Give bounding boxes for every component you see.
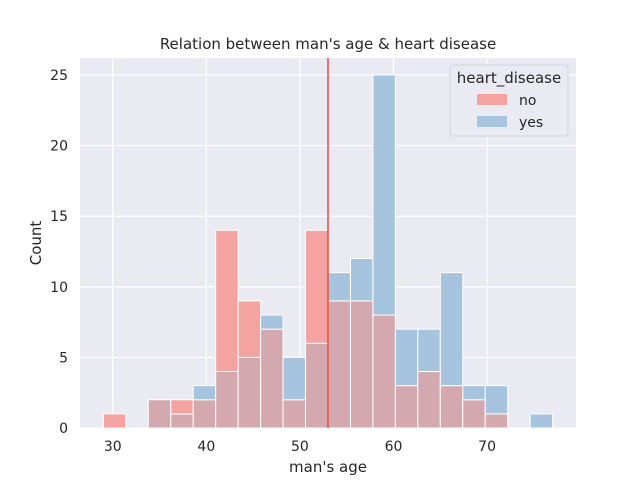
bar-overlap: [305, 342, 329, 429]
bar-overlap: [462, 399, 486, 429]
y-tick-label: 15: [50, 209, 68, 225]
bar-no: [305, 229, 329, 344]
chart-title: Relation between man's age & heart disea…: [160, 35, 496, 53]
bar-overlap: [170, 413, 194, 429]
bar-yes: [372, 74, 396, 316]
bar-yes: [327, 272, 351, 302]
bar-yes: [260, 314, 284, 330]
bar-yes: [484, 385, 509, 415]
x-tick-label: 30: [104, 439, 122, 455]
y-tick-label: 0: [59, 421, 68, 437]
x-tick-label: 50: [291, 439, 309, 455]
bar-overlap: [260, 328, 284, 429]
bar-overlap: [327, 300, 351, 429]
y-tick-label: 5: [59, 350, 68, 366]
bar-no: [237, 300, 262, 358]
bar-overlap: [147, 399, 172, 429]
x-tick-label: 60: [385, 439, 403, 455]
legend-title: heart_disease: [457, 69, 561, 88]
bar-overlap: [484, 413, 509, 429]
y-tick-label: 20: [50, 139, 68, 155]
bar-yes: [282, 356, 307, 401]
y-tick-label: 10: [50, 280, 68, 296]
x-axis-label: man's age: [289, 458, 367, 476]
bar-overlap: [394, 385, 419, 429]
legend: heart_disease no yes: [449, 64, 569, 137]
bar-overlap: [372, 314, 396, 429]
bars: [102, 74, 554, 429]
bar-overlap: [417, 371, 441, 429]
bar-yes: [417, 328, 441, 373]
bar-overlap: [349, 300, 374, 429]
tick-labels: 30 40 50 60 70 0 5 10 15 20 25: [50, 68, 496, 455]
bar-overlap: [215, 371, 239, 429]
bar-overlap: [439, 385, 464, 429]
bar-overlap: [237, 356, 262, 429]
x-tick-label: 40: [197, 439, 215, 455]
bar-yes: [439, 272, 464, 387]
bar-no: [102, 413, 127, 429]
bar-yes: [462, 385, 486, 401]
bar-overlap: [282, 399, 307, 429]
bar-overlap: [192, 399, 217, 429]
x-tick-label: 70: [478, 439, 496, 455]
bar-yes: [529, 413, 554, 429]
bar-no: [170, 399, 194, 415]
bar-yes: [394, 328, 419, 387]
legend-label-yes: yes: [519, 115, 543, 131]
y-axis-label: Count: [27, 221, 45, 266]
legend-label-no: no: [519, 93, 536, 109]
bar-yes: [192, 385, 217, 401]
bar-no: [215, 229, 239, 373]
bar-yes: [349, 258, 374, 302]
legend-swatch-no: [477, 94, 507, 105]
legend-swatch-yes: [477, 116, 507, 127]
y-tick-label: 25: [50, 68, 68, 84]
